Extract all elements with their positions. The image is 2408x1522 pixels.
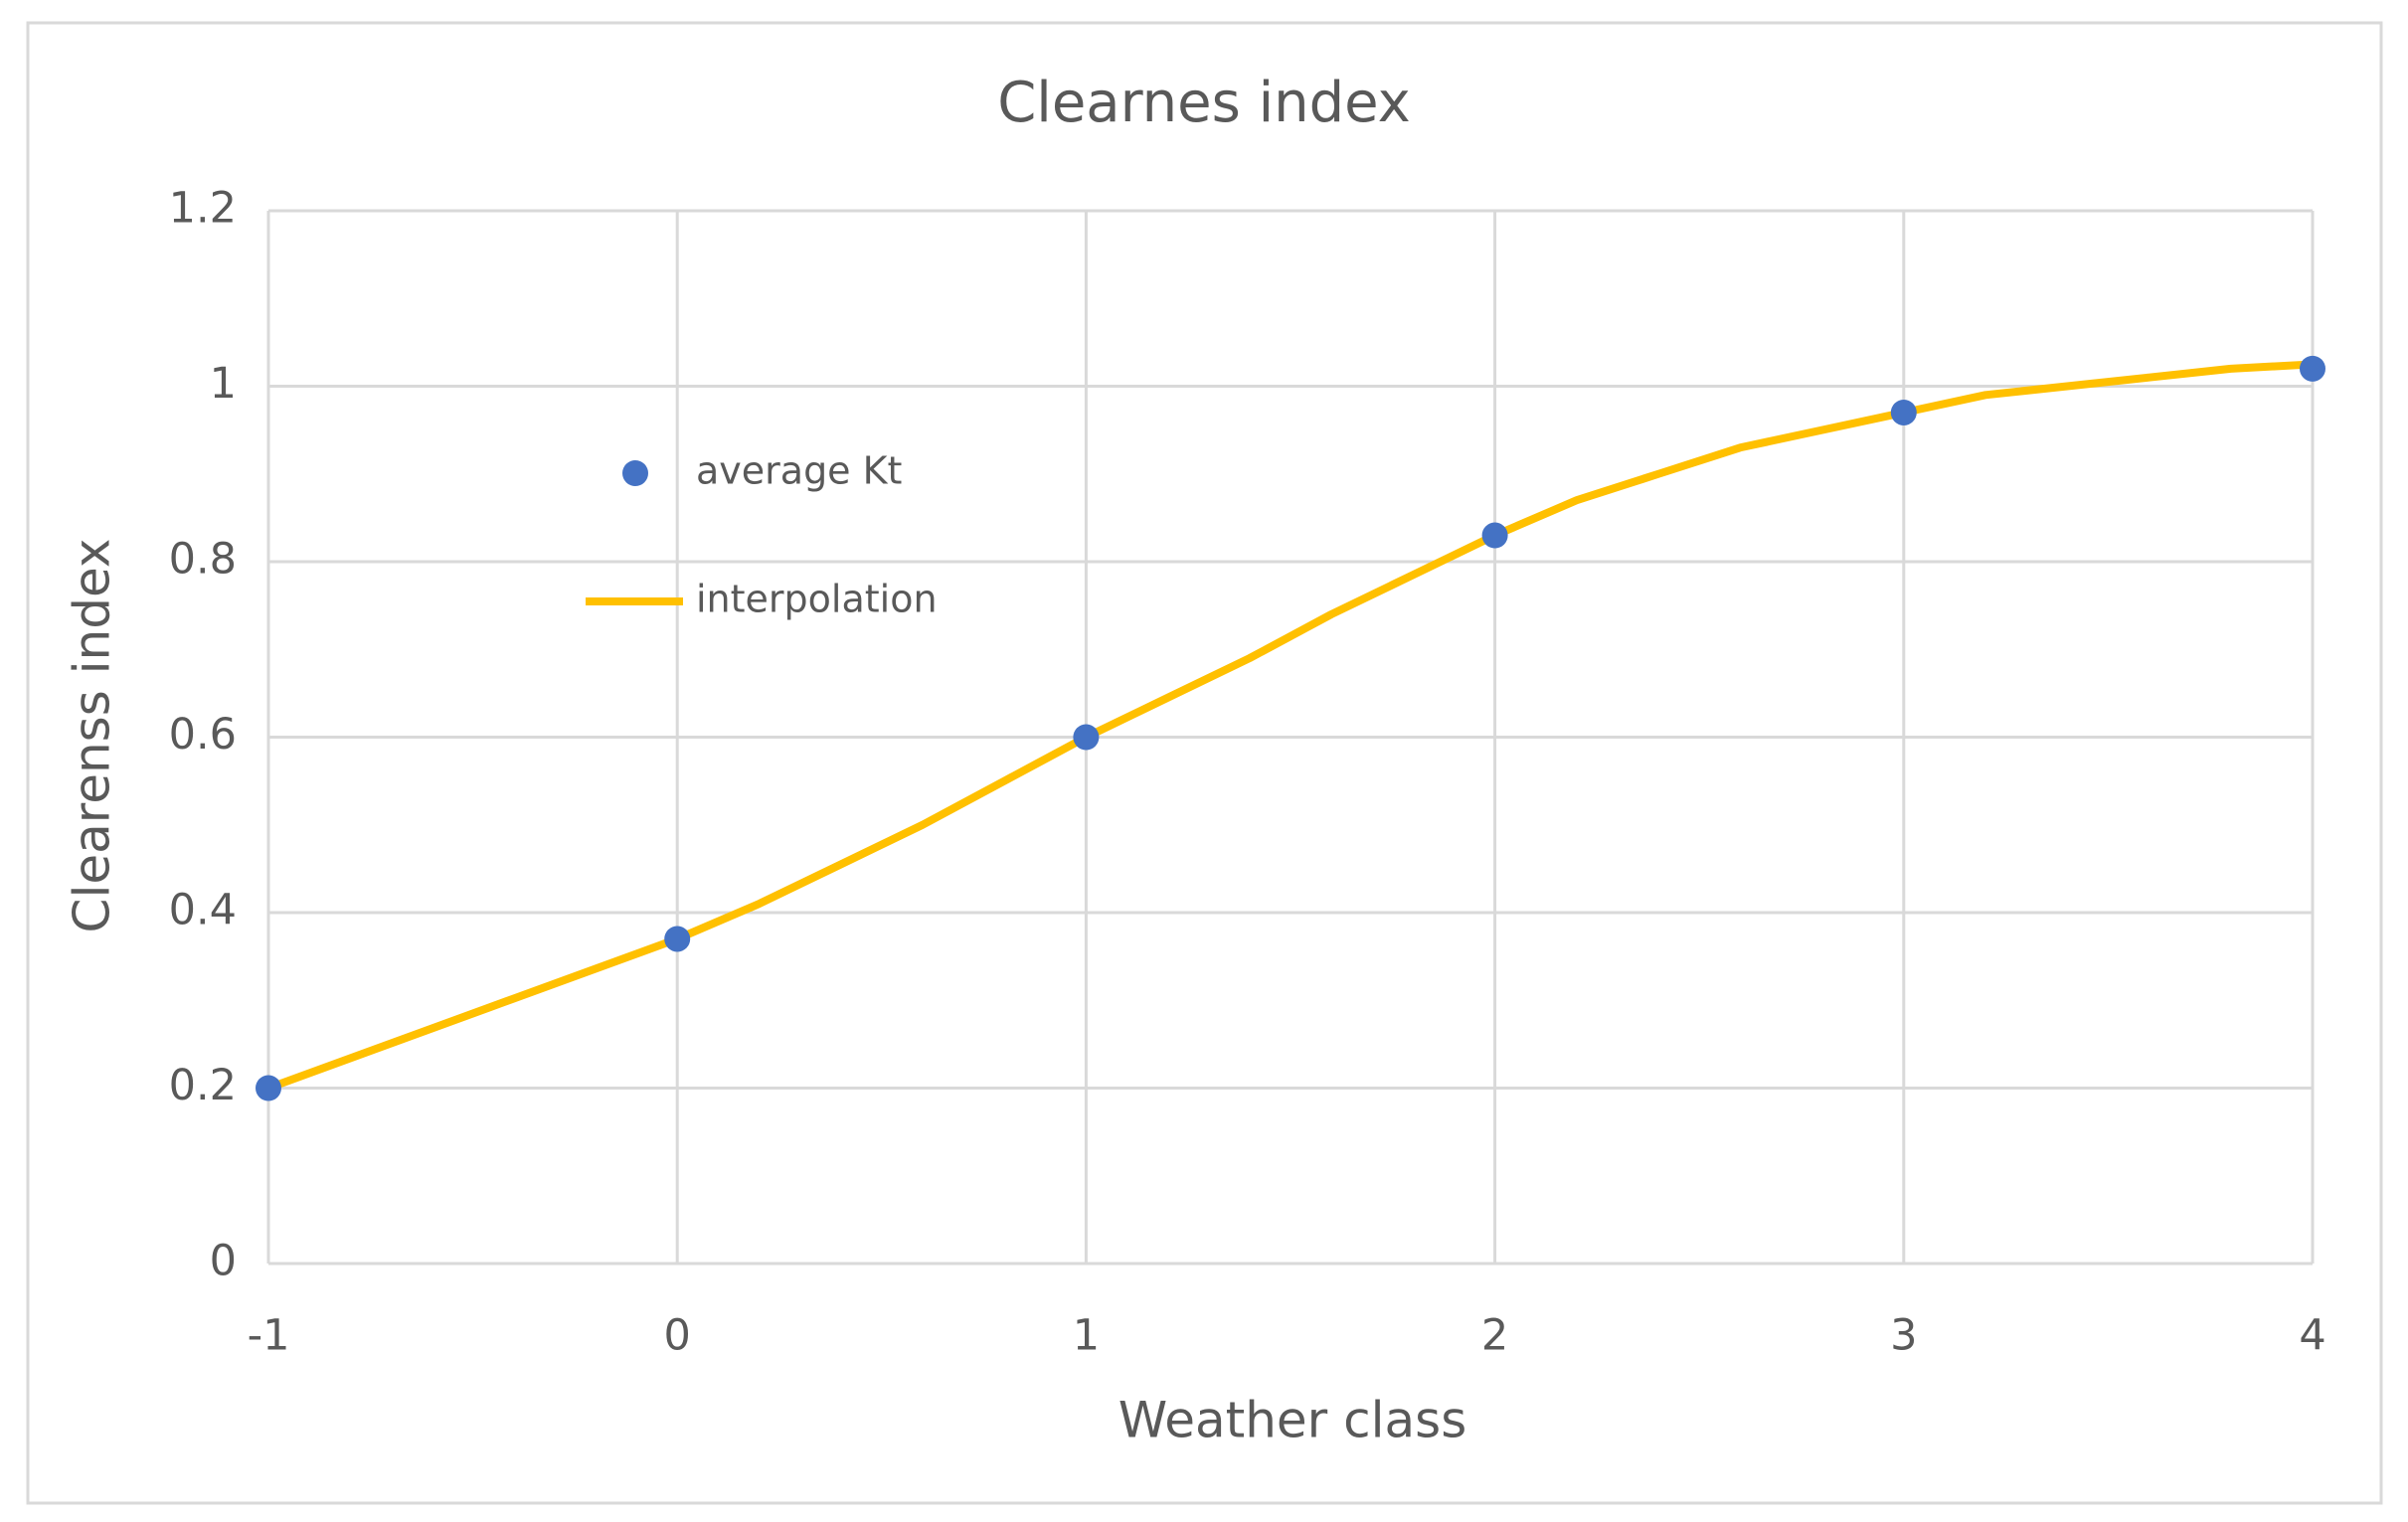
legend-label: interpolation [696,578,938,621]
y-tick-label: 0 [210,1237,237,1286]
x-tick-label: 3 [1890,1311,1917,1361]
data-point [1890,399,1917,425]
chart-title: Clearnes index [997,71,1411,135]
data-line [266,360,2314,1093]
y-tick-label: 0.8 [169,535,237,585]
y-tick-label: 0.6 [169,710,237,760]
x-tick-label: 4 [2299,1311,2325,1361]
y-tick-label: 1.2 [169,184,237,234]
x-tick-label: 2 [1481,1311,1508,1361]
data-point [1073,724,1100,751]
data-point [2300,355,2325,382]
x-tick-label: 1 [1073,1311,1100,1361]
y-tick-label: 0.4 [169,886,237,935]
y-axis-title: Clearenss index [64,539,121,933]
x-tick-label: -1 [248,1311,290,1361]
legend-swatch [622,460,648,486]
chart-border [26,21,2383,1505]
x-axis-title: Weather class [1118,1392,1467,1449]
y-tick-label: 0.2 [169,1061,237,1110]
legend-label: average Kt [696,449,902,493]
data-point [256,1075,281,1101]
data-point [664,926,691,952]
x-tick-label: 0 [664,1311,691,1361]
y-tick-label: 1 [210,359,237,409]
data-point [1481,522,1508,549]
